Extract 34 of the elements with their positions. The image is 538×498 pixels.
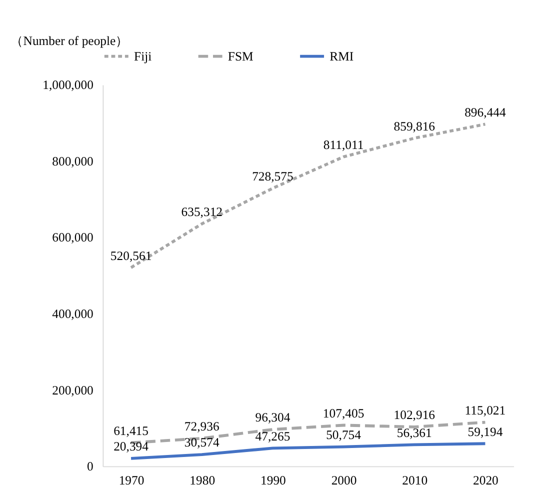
data-label: 859,816	[394, 119, 436, 134]
x-tick-label: 1970	[118, 473, 144, 488]
y-tick-label: 0	[87, 460, 94, 474]
data-label: 635,312	[181, 205, 223, 220]
y-tick-label: 400,000	[52, 307, 94, 322]
data-label: 811,011	[323, 138, 364, 152]
x-tick-label: 2000	[331, 473, 357, 488]
data-label: 102,916	[394, 408, 436, 422]
legend-label: FSM	[228, 49, 254, 64]
data-label: 30,574	[184, 436, 220, 450]
data-label: 20,394	[114, 440, 150, 454]
x-tick-label: 2010	[402, 473, 428, 488]
data-label: 896,444	[464, 105, 506, 120]
data-label: 728,575	[252, 169, 294, 184]
y-tick-label: 200,000	[52, 383, 94, 398]
legend-label: RMI	[330, 49, 354, 64]
data-label: 61,415	[114, 424, 149, 438]
data-label: 520,561	[110, 248, 152, 263]
x-tick-label: 2020	[473, 473, 498, 488]
data-label: 47,265	[255, 429, 290, 444]
x-tick-label: 1980	[190, 473, 216, 488]
data-label: 56,361	[396, 426, 432, 440]
x-tick-label: 1990	[260, 473, 286, 488]
y-axis-title: （Number of people）	[10, 34, 129, 48]
data-label: 50,754	[326, 428, 362, 442]
y-tick-label: 1,000,000	[42, 78, 94, 92]
data-label: 59,194	[468, 424, 504, 439]
data-label: 72,936	[184, 420, 220, 434]
data-label: 107,405	[322, 406, 364, 420]
legend-label: Fiji	[134, 49, 152, 64]
y-tick-label: 800,000	[52, 154, 94, 168]
y-tick-label: 600,000	[52, 230, 94, 245]
data-label: 96,304	[255, 410, 291, 425]
data-label: 115,021	[464, 403, 506, 418]
